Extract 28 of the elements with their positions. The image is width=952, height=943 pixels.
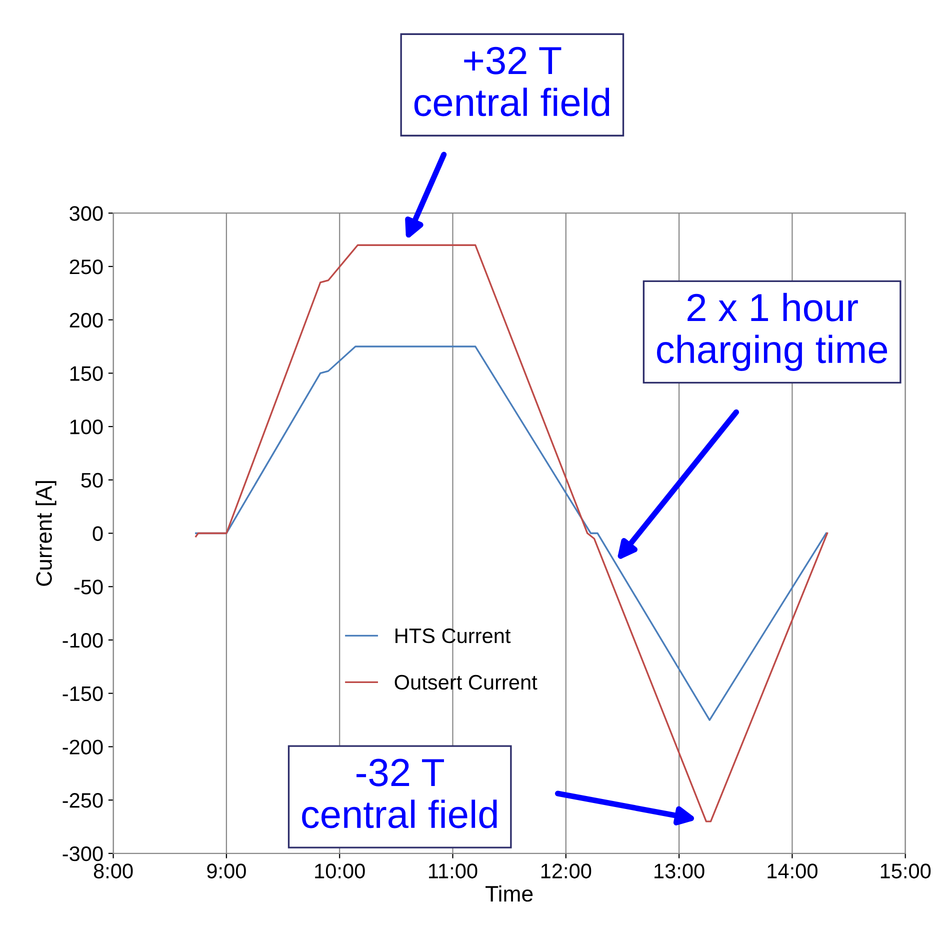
y-tick-label: 50 bbox=[81, 472, 103, 488]
annotation: -32 T central field bbox=[302, 758, 497, 828]
y-tick-label: 100 bbox=[70, 420, 103, 434]
x-tick-label: 8:00 bbox=[94, 864, 133, 878]
y-tick-label: 200 bbox=[70, 312, 103, 328]
legend-label: HTS Current bbox=[396, 628, 511, 644]
y-tick-label: -150 bbox=[62, 686, 103, 702]
text: +32 T central field bbox=[414, 46, 610, 116]
y-tick-label: 150 bbox=[70, 366, 103, 381]
x-axis-title: Time bbox=[486, 885, 533, 902]
x-tick-label: 13:00 bbox=[654, 864, 704, 878]
y-tick-label: 300 bbox=[70, 206, 103, 221]
y-tick-label: -50 bbox=[74, 580, 103, 594]
x-tick-label: 14:00 bbox=[768, 864, 818, 878]
y-tick-label: -300 bbox=[62, 846, 103, 862]
y-tick-label: -200 bbox=[62, 740, 103, 754]
y-tick-label: 0 bbox=[92, 526, 103, 542]
y-axis-title: Current [A] bbox=[36, 481, 56, 586]
x-tick-label: 12:00 bbox=[541, 864, 592, 878]
x-tick-label: 11:00 bbox=[429, 864, 478, 878]
y-tick-label: 250 bbox=[70, 259, 103, 274]
x-tick-label: 9:00 bbox=[207, 864, 246, 878]
y-tick-label: -100 bbox=[62, 632, 103, 648]
legend-label: Outsert Current bbox=[394, 674, 538, 690]
y-tick-label: -250 bbox=[62, 793, 103, 808]
x-tick-label: 15:00 bbox=[880, 864, 931, 878]
annotation: 2 x 1 hour charging time bbox=[657, 292, 888, 372]
x-tick-label: 10:00 bbox=[315, 864, 365, 878]
